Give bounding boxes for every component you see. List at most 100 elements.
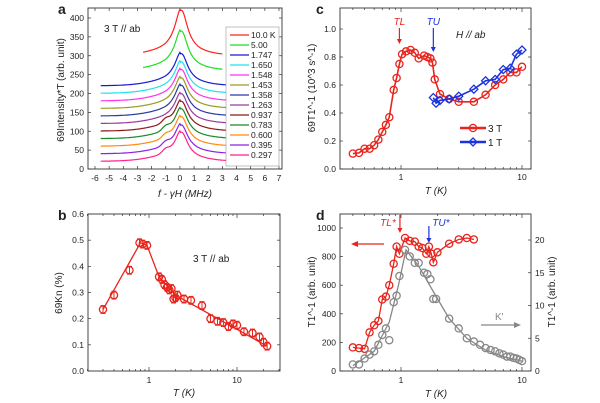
x-tick-label: 6	[262, 173, 267, 183]
y-tick-label: 250	[70, 70, 84, 80]
y-tick-label-left: 600	[322, 280, 336, 290]
data-point	[213, 317, 222, 326]
arrow-head	[397, 228, 403, 233]
arrow-head	[430, 47, 436, 52]
legend-label: 0.297	[251, 150, 273, 160]
data-point	[262, 341, 272, 351]
x-axis-label: T (K)	[173, 388, 195, 399]
data-point	[173, 290, 182, 300]
y-tick-label-left: 200	[322, 337, 336, 347]
x-tick-label: 2	[206, 173, 211, 183]
data-point	[186, 296, 196, 305]
panel-b: 1 10 0.0 0.1 0.2 0.3 0.4 0.5 0.6 T (K) 69Kn (%) 3 T…	[54, 209, 281, 399]
arrow-head	[426, 238, 432, 243]
x-tick-label: 7	[277, 173, 282, 183]
data-point	[374, 316, 383, 326]
panel-label-d: d	[316, 207, 325, 223]
x-tick-label: -5	[105, 173, 113, 183]
data-point	[369, 320, 379, 330]
data-point	[138, 239, 148, 249]
spectrum-line	[143, 8, 223, 55]
x-tick-label: 1	[147, 375, 152, 385]
data-point	[98, 305, 108, 314]
data-point	[511, 49, 522, 60]
y-tick-label-left: 1000	[317, 223, 336, 233]
data-point	[125, 266, 134, 275]
data-point	[430, 75, 439, 84]
legend-label: 0.937	[251, 110, 273, 120]
data-point	[109, 290, 119, 300]
data-point	[381, 120, 391, 130]
legend: 3 T1 T	[460, 123, 502, 149]
data-point	[239, 327, 249, 336]
data-point	[385, 280, 394, 290]
panel-label-c: c	[316, 1, 324, 17]
data-point	[480, 75, 491, 86]
y-tick-label: 0	[79, 164, 84, 174]
legend-label: 1.263	[251, 100, 273, 110]
y-tick-label: 50	[75, 145, 85, 155]
legend-label: 3 T	[488, 124, 502, 135]
data-point	[517, 62, 527, 72]
annotation: H // ab	[456, 30, 486, 41]
panel-d: 1 10 0 200 400 600 800 1000 0 5 10 15 20 T (K) T1^-1 (…	[307, 213, 558, 400]
arrow-label: TU*	[432, 218, 450, 229]
y-tick-label-left: 0	[331, 366, 336, 376]
data-point	[490, 74, 501, 85]
legend-marker	[468, 123, 478, 133]
data-point	[401, 47, 411, 56]
data-point	[167, 284, 176, 293]
data-point	[422, 249, 431, 258]
data-point	[348, 149, 358, 158]
y-tick-label: 0.4	[324, 108, 336, 118]
series-line	[432, 49, 523, 105]
y-tick-label-right: 15	[535, 268, 545, 278]
plot-frame	[339, 7, 532, 170]
data-point	[505, 63, 516, 74]
x-tick-label: -1	[162, 173, 170, 183]
y-tick-label: 0.6	[72, 209, 84, 219]
data-point	[232, 320, 242, 330]
annotation: 3 T // ab	[104, 24, 141, 35]
data-point	[512, 68, 521, 77]
legend-label: 10.0 K	[251, 30, 276, 40]
x-tick-label: 0	[178, 173, 183, 183]
data-point	[360, 344, 369, 354]
data-point	[424, 242, 434, 251]
data-point	[160, 280, 169, 289]
panel-label-b: b	[58, 207, 67, 223]
data-point	[454, 97, 463, 107]
data-point	[462, 333, 472, 343]
data-point	[197, 301, 207, 310]
y-tick-label-right: 10	[535, 301, 545, 311]
y-tick-label: 0.2	[72, 314, 84, 324]
data-point	[389, 259, 398, 268]
data-point	[374, 340, 383, 350]
data-point	[429, 258, 438, 267]
right-axis-arrow-label: K'	[495, 312, 504, 323]
data-point	[369, 347, 379, 356]
legend-label: 0.600	[251, 130, 273, 140]
y-tick-label: 100	[70, 126, 84, 136]
data-point	[444, 314, 454, 323]
y-tick-label: 0.1	[72, 340, 84, 350]
y-tick-label: 0.2	[324, 136, 336, 146]
y-axis-label: 69Intensity*T (arb. unit)	[56, 38, 67, 142]
data-point	[410, 48, 420, 58]
y-axis-label-left: T1^-1 (arb. unit)	[307, 257, 318, 328]
legend-label: 1.453	[251, 80, 273, 90]
data-point	[427, 249, 436, 258]
y-tick-label: 0.3	[72, 288, 84, 298]
data-point	[224, 322, 233, 331]
x-tick-label: 1	[192, 173, 197, 183]
y-tick-label: 0.4	[72, 261, 84, 271]
legend-label: 0.783	[251, 120, 273, 130]
data-point	[374, 135, 383, 144]
arrow-label: TU	[427, 17, 441, 28]
data-point	[469, 97, 479, 107]
data-point	[517, 45, 527, 55]
data-point	[348, 360, 358, 369]
x-axis-label: T (K)	[425, 389, 447, 400]
data-point	[392, 73, 401, 83]
